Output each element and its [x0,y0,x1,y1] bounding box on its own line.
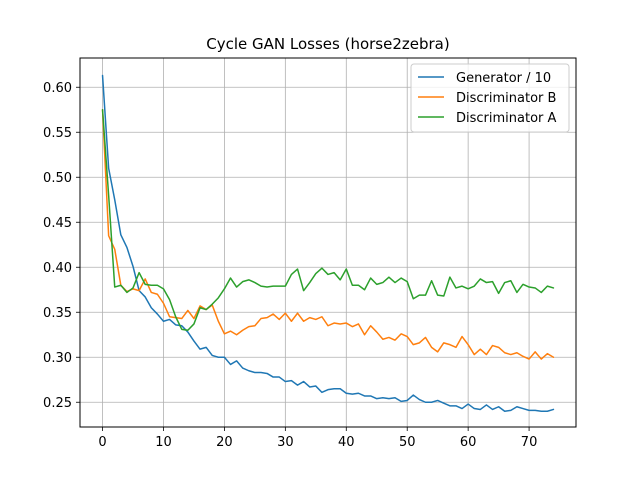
y-tick-label: 0.35 [43,306,72,321]
y-axis: 0.25 0.30 0.35 0.40 0.45 0.50 0.55 0.60 [43,81,80,411]
y-tick-label: 0.25 [43,396,72,411]
legend-label: Discriminator B [456,91,556,106]
y-tick-label: 0.50 [43,171,72,186]
y-tick-label: 0.60 [43,81,72,96]
x-tick-label: 60 [460,435,477,450]
y-tick-label: 0.40 [43,261,72,276]
x-tick-label: 70 [521,435,538,450]
y-tick-label: 0.30 [43,351,72,366]
series-layer [101,74,555,412]
x-tick-label: 30 [277,435,294,450]
series-line-2 [101,109,555,331]
chart-title: Cycle GAN Losses (horse2zebra) [206,35,449,53]
x-tick-label: 40 [338,435,355,450]
legend-label: Discriminator A [456,111,557,126]
y-tick-label: 0.45 [43,216,72,231]
x-tick-label: 0 [98,435,106,450]
x-tick-label: 20 [216,435,233,450]
x-tick-label: 50 [399,435,416,450]
legend-label: Generator / 10 [456,71,551,86]
y-tick-label: 0.55 [43,126,72,141]
legend-box [410,63,570,133]
x-axis: 0 10 20 30 40 50 60 70 [98,427,537,450]
plot-frame [79,57,577,428]
series-line-0 [101,74,555,412]
series-line-1 [101,109,555,360]
legend: Generator / 10 Discriminator B Discriminat… [410,63,570,133]
x-tick-label: 10 [155,435,172,450]
